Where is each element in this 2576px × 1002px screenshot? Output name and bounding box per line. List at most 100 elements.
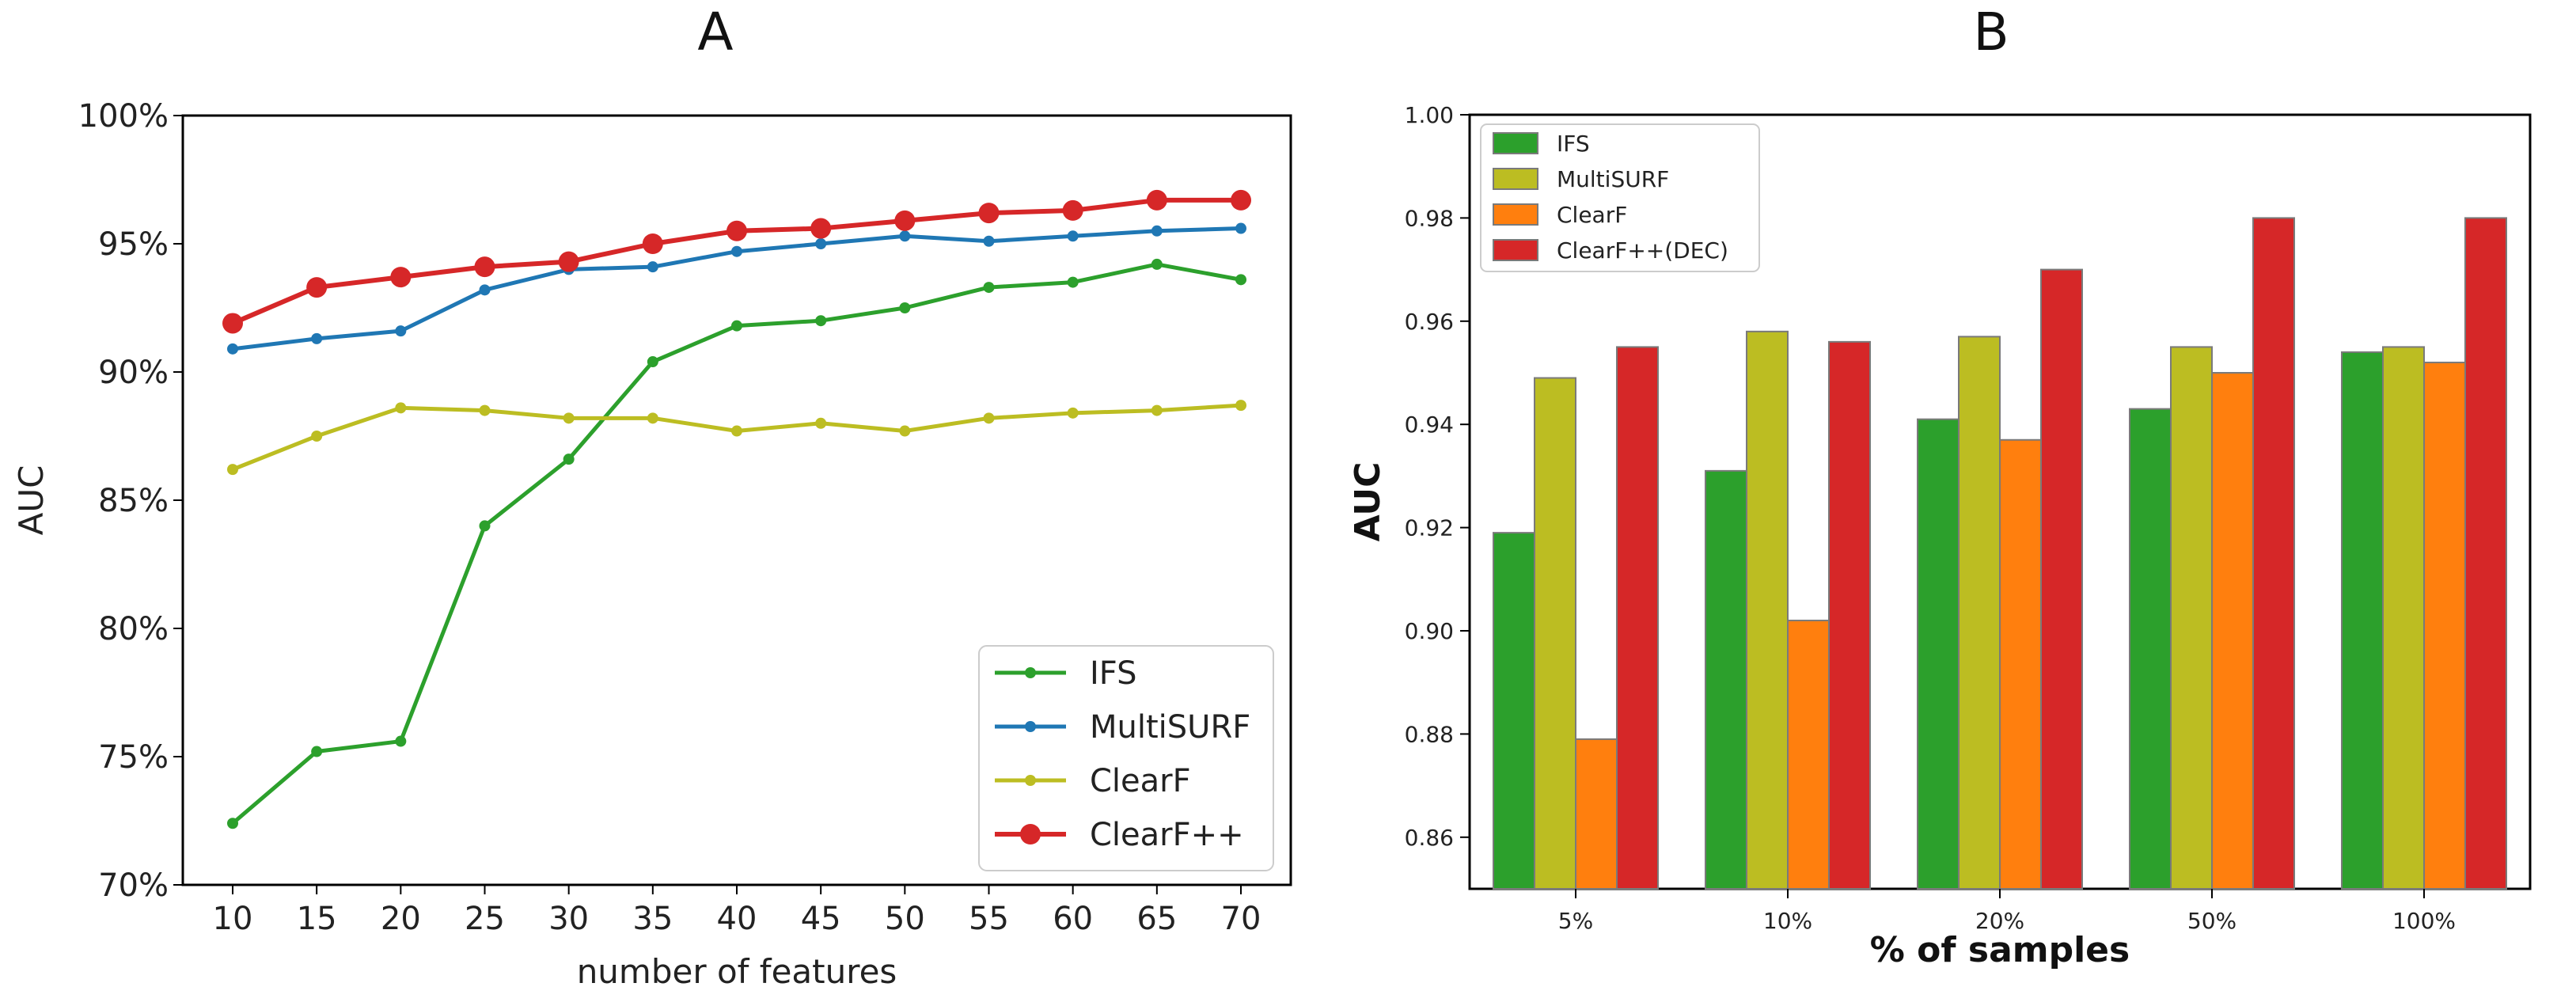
b-ytick-label: 0.98 <box>1405 205 1454 231</box>
b-ytick-label: 0.90 <box>1405 618 1454 644</box>
a-xtick-label: 20 <box>381 901 421 937</box>
a-point-multisurf <box>227 343 238 355</box>
b-bar-multisurf <box>1958 336 2001 890</box>
b-bar-multisurf <box>2170 346 2213 890</box>
a-point-clearf <box>222 313 243 334</box>
a-point-ifs <box>1235 274 1246 286</box>
a-point-ifs <box>815 315 827 327</box>
a-point-clearf <box>815 417 827 429</box>
b-bar-ifs <box>1705 469 1747 890</box>
a-point-ifs <box>1067 276 1079 288</box>
a-xtick-label: 30 <box>548 901 589 937</box>
a-legend-marker-clearf <box>1025 775 1036 786</box>
a-legend-label-ifs: IFS <box>1090 655 1137 692</box>
a-point-clearf <box>479 404 491 416</box>
a-point-clearf <box>311 431 323 442</box>
b-legend-label-clearf-dec: ClearF++(DEC) <box>1557 237 1728 264</box>
panel-a-xlabel: number of features <box>577 952 897 991</box>
a-point-clearf <box>558 251 579 272</box>
b-legend-label-ifs: IFS <box>1557 131 1590 157</box>
a-point-clearf <box>227 464 238 476</box>
a-point-multisurf <box>1067 230 1079 242</box>
a-ytick-label: 85% <box>98 483 169 519</box>
panel-a-y-axis: 70% 75% 80% 85% 90% 95% 100% <box>78 98 183 904</box>
b-legend-label-multisurf: MultiSURF <box>1557 166 1669 192</box>
b-bar-clearf <box>1787 619 1830 890</box>
panel-b-xlabel: % of samples <box>1870 930 2130 970</box>
b-xtick-label: 10% <box>1763 908 1812 934</box>
b-bar-multisurf <box>1746 330 1789 890</box>
b-legend-swatch-clearf <box>1493 203 1538 226</box>
a-point-clearf <box>978 203 1000 224</box>
panel-a-legend-box <box>978 645 1274 871</box>
a-xtick-label: 50 <box>885 901 925 937</box>
a-point-ifs <box>563 454 575 465</box>
panel-b-x-axis: 5% 10% 20% 50% 100% <box>1558 889 2456 934</box>
a-point-ifs <box>479 520 491 532</box>
b-bar-ifs <box>2341 351 2384 890</box>
a-point-ifs <box>899 302 911 313</box>
a-point-clearf <box>1151 404 1163 416</box>
a-point-ifs <box>647 356 658 368</box>
panel-b-legend: IFS MultiSURF ClearF ClearF++(DEC) <box>1480 123 1760 272</box>
panel-a-legend: IFS MultiSURF ClearF ClearF++ <box>978 645 1274 871</box>
panel-b: B % of samples AUC 0.860.880.900.920.940… <box>1348 2 2532 970</box>
a-point-clearf <box>731 425 742 437</box>
b-xtick-label: 20% <box>1975 908 2024 934</box>
panel-a: A number of features AUC 70% 75% 80% 85% 90%… <box>12 2 1292 991</box>
a-xtick-label: 60 <box>1053 901 1093 937</box>
a-xtick-label: 40 <box>717 901 757 937</box>
b-bar-clearf <box>2423 361 2466 890</box>
a-ytick-label: 100% <box>78 98 169 135</box>
a-point-multisurf <box>1235 222 1246 234</box>
b-ytick-label: 0.86 <box>1405 825 1454 851</box>
b-bar-clearf-dec <box>1616 346 1659 890</box>
a-ytick-label: 95% <box>98 226 169 263</box>
a-point-ifs <box>1151 258 1163 270</box>
a-point-multisurf <box>815 238 827 249</box>
a-point-ifs <box>983 282 995 294</box>
a-xtick-label: 35 <box>632 901 673 937</box>
a-point-clearf <box>1067 407 1079 419</box>
a-point-clearf <box>810 218 832 239</box>
b-bar-ifs <box>1917 418 1960 890</box>
a-legend-label-clearf: ClearF <box>1090 763 1191 799</box>
panel-b-letter: B <box>1973 2 2009 63</box>
a-point-multisurf <box>983 235 995 247</box>
a-point-clearf <box>1062 199 1083 221</box>
a-point-clearf <box>390 267 412 288</box>
a-xtick-label: 45 <box>801 901 841 937</box>
b-bar-ifs <box>2129 408 2172 890</box>
b-xtick-label: 5% <box>1558 908 1593 934</box>
panel-b-y-axis: 0.86 0.88 0.90 0.92 0.94 0.96 0.98 1.00 <box>1405 102 1470 851</box>
b-ytick-label: 0.92 <box>1405 515 1454 541</box>
b-bar-clearf-dec <box>2252 217 2295 890</box>
b-legend-label-clearf: ClearF <box>1557 202 1627 228</box>
b-bar-clearf-dec <box>2040 268 2083 890</box>
a-ytick-label: 75% <box>98 739 169 776</box>
panel-b-bars <box>1493 217 2507 890</box>
a-point-ifs <box>311 746 323 757</box>
panel-a-x-axis: 10 15 20 25 30 35 40 45 50 55 60 65 70 <box>213 885 1261 937</box>
a-legend-marker-ifs <box>1025 667 1036 678</box>
b-bar-clearf <box>2211 372 2254 890</box>
b-bar-clearf <box>1999 438 2042 890</box>
a-ytick-label: 90% <box>98 355 169 391</box>
a-point-multisurf <box>479 284 491 296</box>
a-point-multisurf <box>311 332 323 344</box>
a-point-ifs <box>227 818 238 829</box>
b-bar-clearf-dec <box>1828 340 1871 890</box>
a-point-ifs <box>395 735 407 747</box>
a-xtick-label: 25 <box>465 901 505 937</box>
a-point-multisurf <box>395 325 407 337</box>
a-point-clearf <box>395 402 407 414</box>
a-point-clearf <box>727 220 747 241</box>
a-legend-marker-clearf <box>1020 824 1041 844</box>
a-xtick-label: 55 <box>969 901 1009 937</box>
a-xtick-label: 70 <box>1221 901 1261 937</box>
a-point-clearf <box>983 412 995 424</box>
a-ytick-label: 70% <box>98 867 169 904</box>
panel-b-ylabel: AUC <box>1348 462 1388 542</box>
a-point-clearf <box>894 210 916 231</box>
